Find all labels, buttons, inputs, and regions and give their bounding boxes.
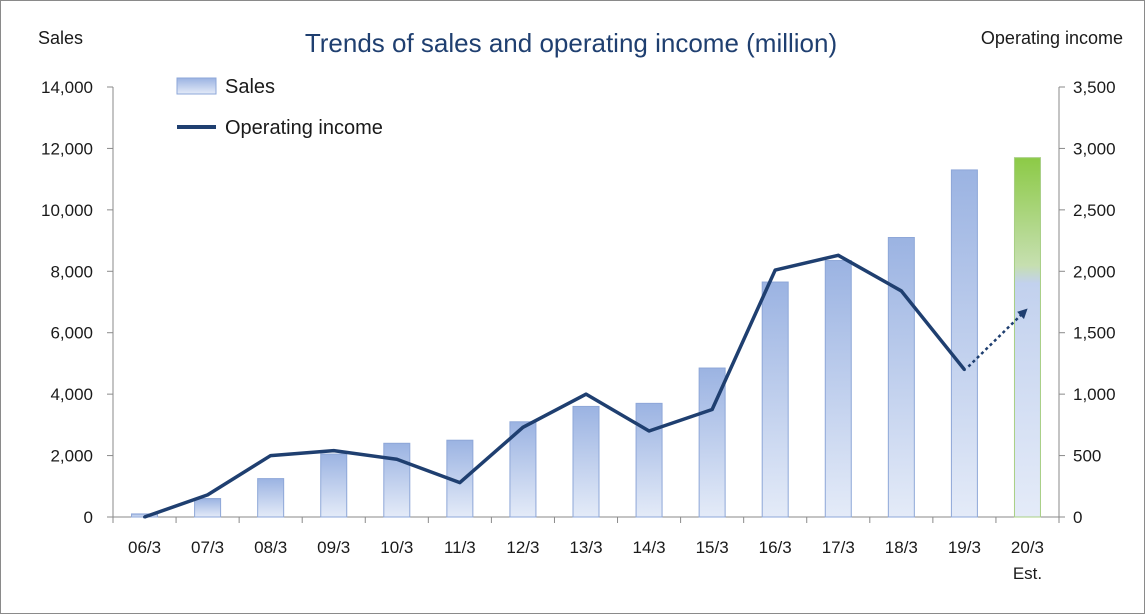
legend-label-operating-income: Operating income [225,117,383,139]
x-tick-label: 18/3 [885,538,918,557]
right-tick-label: 2,000 [1073,262,1116,281]
sales-bar [509,421,537,518]
sales-bar [824,260,852,518]
left-tick-label: 6,000 [50,324,93,343]
sales-bar [572,405,600,518]
right-tick-label: 3,500 [1073,78,1116,97]
operating-income-point [962,368,966,372]
x-tick-note: Est. [1013,564,1042,583]
sales-bar [446,439,474,518]
x-tick-label: 07/3 [191,538,224,557]
estimate-arrow [967,308,1028,368]
operating-income-point [269,454,273,458]
x-tick-label: 13/3 [569,538,602,557]
right-axis-label: Operating income [981,28,1123,48]
sales-bar [950,169,978,518]
legend: Sales Operating income [176,76,383,139]
operating-income-point [332,449,336,453]
operating-income-point [710,408,714,411]
legend-label-sales: Sales [225,76,275,98]
x-tick-label: 11/3 [444,538,476,557]
left-tick-label: 0 [84,508,93,527]
left-tick-label: 10,000 [41,201,93,220]
operating-income-point [521,425,525,429]
operating-income-point [458,481,462,485]
left-tick-label: 4,000 [50,385,93,404]
line-series [143,253,1028,519]
right-tick-label: 0 [1073,508,1082,527]
left-axis-label: Sales [38,28,83,48]
left-tick-label: 8,000 [50,262,93,281]
x-tick-label: 10/3 [380,538,413,557]
sales-bar-estimate [1013,157,1041,518]
x-tick-label: 14/3 [633,538,666,557]
operating-income-point [143,515,147,519]
operating-income-point [773,268,777,272]
x-tick-label: 09/3 [317,538,350,557]
sales-bar [635,402,663,518]
left-tick-label: 14,000 [41,78,93,97]
operating-income-point [899,289,903,293]
x-tick-label: 20/3 [1011,538,1044,557]
tick-labels: 0 2,000 4,000 6,000 8,000 10,000 12,000 14,000 0… [41,78,1116,583]
operating-income-point [206,493,210,497]
operating-income-point [836,253,840,257]
x-tick-label: 12/3 [506,538,539,557]
operating-income-point [584,392,588,396]
operating-income-line [143,253,966,519]
sales-bar [320,453,348,518]
sales-bar [257,478,285,518]
operating-income-point [647,429,651,433]
x-tick-label: 19/3 [948,538,981,557]
sales-bar [761,281,789,518]
left-tick-label: 12,000 [41,139,93,158]
x-tick-label: 17/3 [822,538,855,557]
right-tick-label: 1,500 [1073,324,1116,343]
x-tick-label: 06/3 [128,538,161,557]
right-tick-label: 500 [1073,447,1101,466]
right-tick-label: 2,500 [1073,201,1116,220]
left-tick-label: 2,000 [50,447,93,466]
sales-bar [383,442,411,518]
operating-income-point [395,457,399,461]
chart-title: Trends of sales and operating income (mi… [305,28,837,58]
right-tick-label: 1,000 [1073,385,1116,404]
sales-bar [887,237,915,518]
right-tick-label: 3,000 [1073,139,1116,158]
bar-series [131,157,1041,518]
x-tick-label: 16/3 [759,538,792,557]
sales-bar [194,498,222,518]
legend-swatch-sales [176,77,217,95]
x-tick-label: 08/3 [254,538,287,557]
x-tick-label: 15/3 [696,538,729,557]
